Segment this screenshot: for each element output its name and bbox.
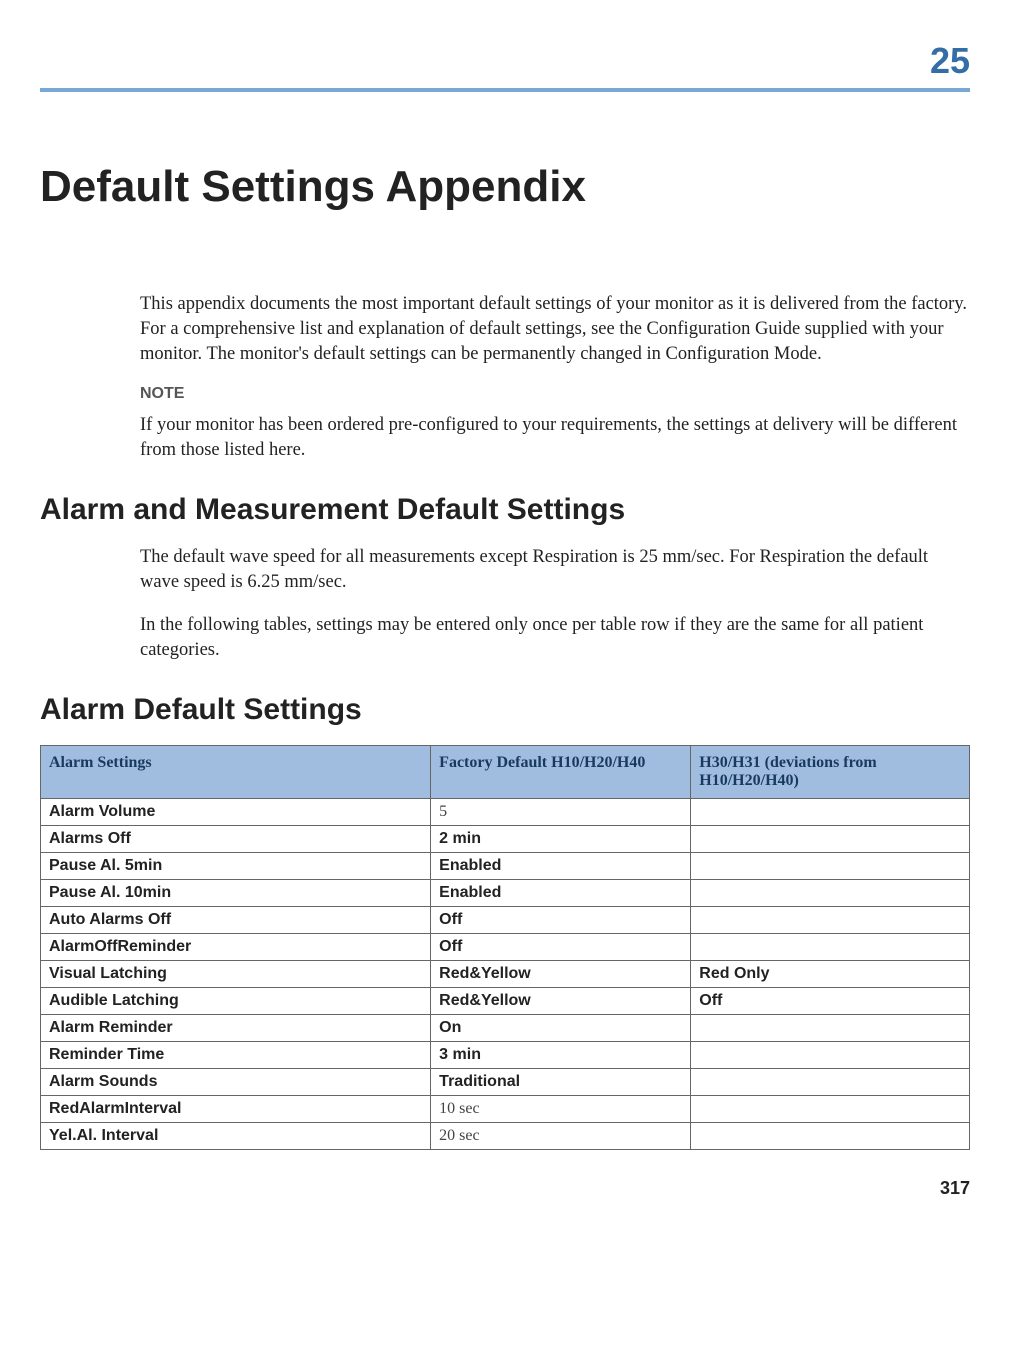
table-row: Alarm ReminderOn (41, 1014, 970, 1041)
table-row: Pause Al. 10minEnabled (41, 879, 970, 906)
table-row: AlarmOffReminderOff (41, 933, 970, 960)
setting-default: Enabled (431, 879, 691, 906)
setting-deviation (691, 879, 970, 906)
table-header-col2: Factory Default H10/H20/H40 (431, 745, 691, 798)
setting-name: Alarm Reminder (41, 1014, 431, 1041)
page-number: 317 (40, 1178, 970, 1199)
setting-name: Yel.Al. Interval (41, 1122, 431, 1149)
table-row: RedAlarmInterval10 sec (41, 1095, 970, 1122)
table-header-row: Alarm Settings Factory Default H10/H20/H… (41, 745, 970, 798)
table-row: Reminder Time3 min (41, 1041, 970, 1068)
table-row: Auto Alarms OffOff (41, 906, 970, 933)
setting-default: Traditional (431, 1068, 691, 1095)
setting-default: Red&Yellow (431, 960, 691, 987)
table-row: Alarm Volume5 (41, 798, 970, 825)
setting-deviation (691, 798, 970, 825)
setting-default: 5 (431, 798, 691, 825)
chapter-number: 25 (40, 40, 970, 82)
table-row: Alarm SoundsTraditional (41, 1068, 970, 1095)
setting-deviation (691, 906, 970, 933)
section1-p2: In the following tables, settings may be… (140, 613, 970, 663)
page-title: Default Settings Appendix (40, 162, 970, 212)
setting-deviation: Off (691, 987, 970, 1014)
setting-name: AlarmOffReminder (41, 933, 431, 960)
section1-p1: The default wave speed for all measureme… (140, 545, 970, 595)
setting-name: Alarm Sounds (41, 1068, 431, 1095)
setting-name: Auto Alarms Off (41, 906, 431, 933)
setting-name: Reminder Time (41, 1041, 431, 1068)
setting-default: 20 sec (431, 1122, 691, 1149)
setting-default: Enabled (431, 852, 691, 879)
intro-paragraph: This appendix documents the most importa… (140, 292, 970, 367)
setting-name: Visual Latching (41, 960, 431, 987)
setting-deviation (691, 1014, 970, 1041)
setting-deviation: Red Only (691, 960, 970, 987)
setting-default: Off (431, 906, 691, 933)
table-header-col3: H30/H31 (deviations from H10/H20/H40) (691, 745, 970, 798)
setting-deviation (691, 1068, 970, 1095)
setting-deviation (691, 852, 970, 879)
table-row: Visual LatchingRed&YellowRed Only (41, 960, 970, 987)
table-row: Alarms Off2 min (41, 825, 970, 852)
setting-name: Pause Al. 5min (41, 852, 431, 879)
section-heading-alarm-measurement: Alarm and Measurement Default Settings (40, 493, 970, 527)
setting-name: Pause Al. 10min (41, 879, 431, 906)
setting-default: On (431, 1014, 691, 1041)
note-label: NOTE (140, 385, 970, 403)
header-rule (40, 88, 970, 92)
setting-deviation (691, 933, 970, 960)
setting-deviation (691, 1041, 970, 1068)
table-header-col1: Alarm Settings (41, 745, 431, 798)
setting-name: RedAlarmInterval (41, 1095, 431, 1122)
note-text: If your monitor has been ordered pre-con… (140, 413, 970, 463)
setting-deviation (691, 825, 970, 852)
setting-default: 3 min (431, 1041, 691, 1068)
alarm-settings-table: Alarm Settings Factory Default H10/H20/H… (40, 745, 970, 1150)
section-heading-alarm-defaults: Alarm Default Settings (40, 693, 970, 727)
setting-default: Off (431, 933, 691, 960)
setting-name: Alarm Volume (41, 798, 431, 825)
table-row: Audible LatchingRed&YellowOff (41, 987, 970, 1014)
setting-deviation (691, 1122, 970, 1149)
setting-name: Audible Latching (41, 987, 431, 1014)
setting-default: 2 min (431, 825, 691, 852)
setting-default: Red&Yellow (431, 987, 691, 1014)
setting-deviation (691, 1095, 970, 1122)
table-row: Yel.Al. Interval20 sec (41, 1122, 970, 1149)
table-row: Pause Al. 5minEnabled (41, 852, 970, 879)
setting-name: Alarms Off (41, 825, 431, 852)
setting-default: 10 sec (431, 1095, 691, 1122)
